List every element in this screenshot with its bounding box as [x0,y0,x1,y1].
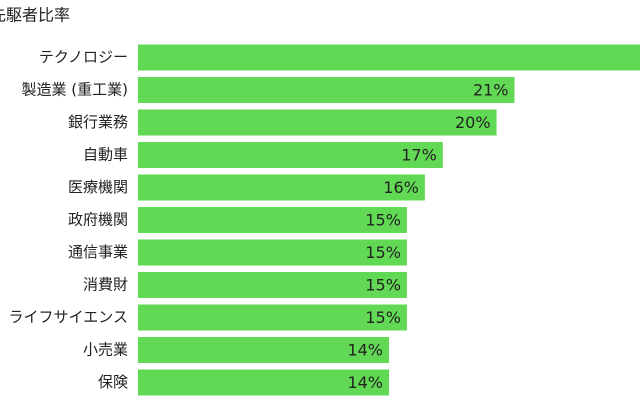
bar [138,207,407,233]
data-label: 15% [365,308,401,327]
bar [138,142,443,168]
data-label: 16% [383,178,419,197]
category-label: テクノロジー [39,48,128,66]
category-label: 銀行業務 [68,113,128,131]
bar [138,272,407,298]
bar [138,239,407,266]
data-label: 21% [473,81,509,100]
bar [138,174,425,201]
bar [138,44,640,71]
data-label: 15% [365,276,401,295]
category-label: 政府機関 [68,211,128,229]
bar [138,337,389,363]
category-label: 消費財 [83,276,128,294]
bar [138,369,389,396]
data-label: 17% [401,146,437,165]
category-label: ライフサイエンス [8,308,128,326]
data-label: 15% [365,211,401,230]
chart-title: 先駆者比率 [0,6,70,25]
bar [138,109,497,136]
category-label: 保険 [98,373,128,391]
category-label: 医療機関 [68,178,128,196]
category-label: 小売業 [83,341,128,359]
bar [138,77,515,103]
data-label: 15% [365,243,401,262]
data-label: 14% [347,373,383,392]
category-label: 製造業 (重工業) [22,81,128,99]
category-label: 通信事業 [68,243,128,261]
bar [138,304,407,331]
data-label: 14% [347,341,383,360]
category-label: 自動車 [83,146,128,164]
data-label: 20% [455,113,491,132]
